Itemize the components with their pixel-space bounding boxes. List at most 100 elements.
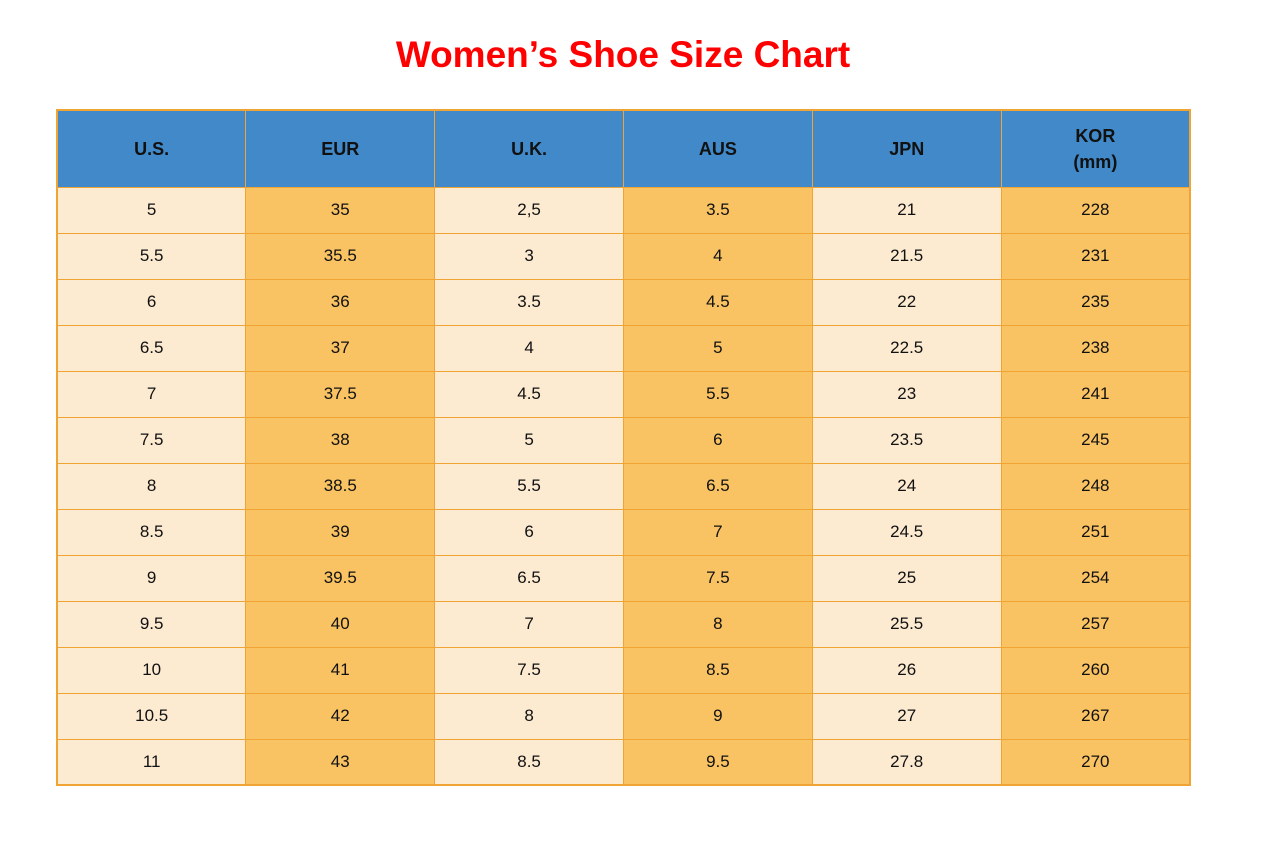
size-cell-jpn: 24	[811, 462, 1002, 510]
size-cell-eur: 35.5	[245, 232, 436, 280]
size-cell-jpn: 23.5	[811, 416, 1002, 464]
size-cell-kor: 260	[1000, 646, 1191, 694]
size-cell-jpn: 25.5	[811, 600, 1002, 648]
table-row: 9.5 40 7 8 25.5 257	[56, 600, 1191, 648]
table-header: U.S. EUR U.K. AUS JPN KOR (mm)	[56, 109, 1191, 188]
size-cell-eur: 39	[245, 508, 436, 556]
size-cell-uk: 4	[434, 324, 624, 372]
size-cell-kor: 241	[1000, 370, 1191, 418]
header-row: U.S. EUR U.K. AUS JPN KOR (mm)	[56, 109, 1191, 188]
size-cell-eur: 38	[245, 416, 436, 464]
size-cell-uk: 5	[434, 416, 624, 464]
size-cell-us: 6	[56, 278, 247, 326]
column-header-us: U.S.	[56, 109, 247, 188]
size-cell-us: 5	[56, 186, 247, 234]
size-cell-us: 11	[56, 738, 247, 786]
size-cell-us: 8	[56, 462, 247, 510]
shoe-size-table: U.S. EUR U.K. AUS JPN KOR (mm) 5 35 2,5 3.5 21 228 5…	[56, 109, 1191, 786]
column-header-line: JPN	[889, 138, 925, 159]
table-row: 7.5 38 5 6 23.5 245	[56, 416, 1191, 464]
page-title: Women’s Shoe Size Chart	[395, 34, 851, 75]
size-cell-aus: 6.5	[622, 462, 813, 510]
size-cell-uk: 3	[434, 232, 624, 280]
size-cell-kor: 228	[1000, 186, 1191, 234]
size-cell-kor: 251	[1000, 508, 1191, 556]
size-cell-eur: 38.5	[245, 462, 436, 510]
size-cell-aus: 5	[622, 324, 813, 372]
size-cell-kor: 235	[1000, 278, 1191, 326]
size-cell-aus: 7	[622, 508, 813, 556]
size-cell-jpn: 26	[811, 646, 1002, 694]
table-body: 5 35 2,5 3.5 21 228 5.5 35.5 3 4 21.5 231 6 36 3.5 4.5 2…	[56, 186, 1191, 786]
size-cell-kor: 238	[1000, 324, 1191, 372]
size-cell-uk: 7.5	[434, 646, 624, 694]
column-header-line: AUS	[698, 138, 737, 159]
size-cell-us: 6.5	[56, 324, 247, 372]
size-cell-jpn: 27	[811, 692, 1002, 740]
column-header-jpn: JPN	[811, 109, 1002, 188]
size-cell-kor: 254	[1000, 554, 1191, 602]
column-header-line: EUR	[321, 138, 360, 159]
column-header-uk: U.K.	[434, 109, 624, 188]
size-cell-aus: 7.5	[622, 554, 813, 602]
size-cell-eur: 39.5	[245, 554, 436, 602]
size-cell-aus: 5.5	[622, 370, 813, 418]
size-cell-eur: 37.5	[245, 370, 436, 418]
size-cell-us: 7.5	[56, 416, 247, 464]
size-cell-kor: 267	[1000, 692, 1191, 740]
size-cell-kor: 245	[1000, 416, 1191, 464]
size-cell-uk: 8.5	[434, 738, 624, 786]
column-header-line: KOR	[1075, 125, 1116, 146]
size-cell-aus: 9.5	[622, 738, 813, 786]
size-cell-jpn: 21.5	[811, 232, 1002, 280]
size-cell-us: 10	[56, 646, 247, 694]
table-row: 6.5 37 4 5 22.5 238	[56, 324, 1191, 372]
table-row: 5 35 2,5 3.5 21 228	[56, 186, 1191, 234]
table-row: 5.5 35.5 3 4 21.5 231	[56, 232, 1191, 280]
size-cell-uk: 5.5	[434, 462, 624, 510]
size-cell-aus: 4.5	[622, 278, 813, 326]
column-header-eur: EUR	[245, 109, 436, 188]
size-cell-jpn: 21	[811, 186, 1002, 234]
table-row: 10 41 7.5 8.5 26 260	[56, 646, 1191, 694]
size-cell-eur: 37	[245, 324, 436, 372]
size-cell-jpn: 27.8	[811, 738, 1002, 786]
table-row: 8 38.5 5.5 6.5 24 248	[56, 462, 1191, 510]
size-cell-uk: 7	[434, 600, 624, 648]
size-cell-aus: 8	[622, 600, 813, 648]
size-cell-jpn: 23	[811, 370, 1002, 418]
size-cell-aus: 3.5	[622, 186, 813, 234]
size-cell-aus: 9	[622, 692, 813, 740]
size-cell-aus: 6	[622, 416, 813, 464]
size-cell-eur: 40	[245, 600, 436, 648]
size-cell-kor: 248	[1000, 462, 1191, 510]
table-row: 10.5 42 8 9 27 267	[56, 692, 1191, 740]
size-cell-us: 9.5	[56, 600, 247, 648]
column-header-line: U.S.	[134, 138, 170, 159]
size-cell-eur: 41	[245, 646, 436, 694]
size-cell-jpn: 25	[811, 554, 1002, 602]
size-cell-aus: 4	[622, 232, 813, 280]
size-cell-us: 5.5	[56, 232, 247, 280]
column-header-kor: KOR (mm)	[1000, 109, 1191, 188]
size-cell-uk: 4.5	[434, 370, 624, 418]
table-row: 11 43 8.5 9.5 27.8 270	[56, 738, 1191, 786]
table-row: 6 36 3.5 4.5 22 235	[56, 278, 1191, 326]
size-cell-uk: 8	[434, 692, 624, 740]
size-cell-jpn: 22	[811, 278, 1002, 326]
size-cell-eur: 42	[245, 692, 436, 740]
column-header-line: U.K.	[511, 138, 548, 159]
size-cell-kor: 270	[1000, 738, 1191, 786]
table-row: 7 37.5 4.5 5.5 23 241	[56, 370, 1191, 418]
size-cell-us: 8.5	[56, 508, 247, 556]
size-cell-jpn: 22.5	[811, 324, 1002, 372]
size-cell-eur: 36	[245, 278, 436, 326]
size-cell-uk: 2,5	[434, 186, 624, 234]
size-cell-kor: 231	[1000, 232, 1191, 280]
column-header-line: (mm)	[1073, 151, 1118, 172]
size-cell-eur: 43	[245, 738, 436, 786]
table-row: 8.5 39 6 7 24.5 251	[56, 508, 1191, 556]
table-row: 9 39.5 6.5 7.5 25 254	[56, 554, 1191, 602]
size-cell-eur: 35	[245, 186, 436, 234]
